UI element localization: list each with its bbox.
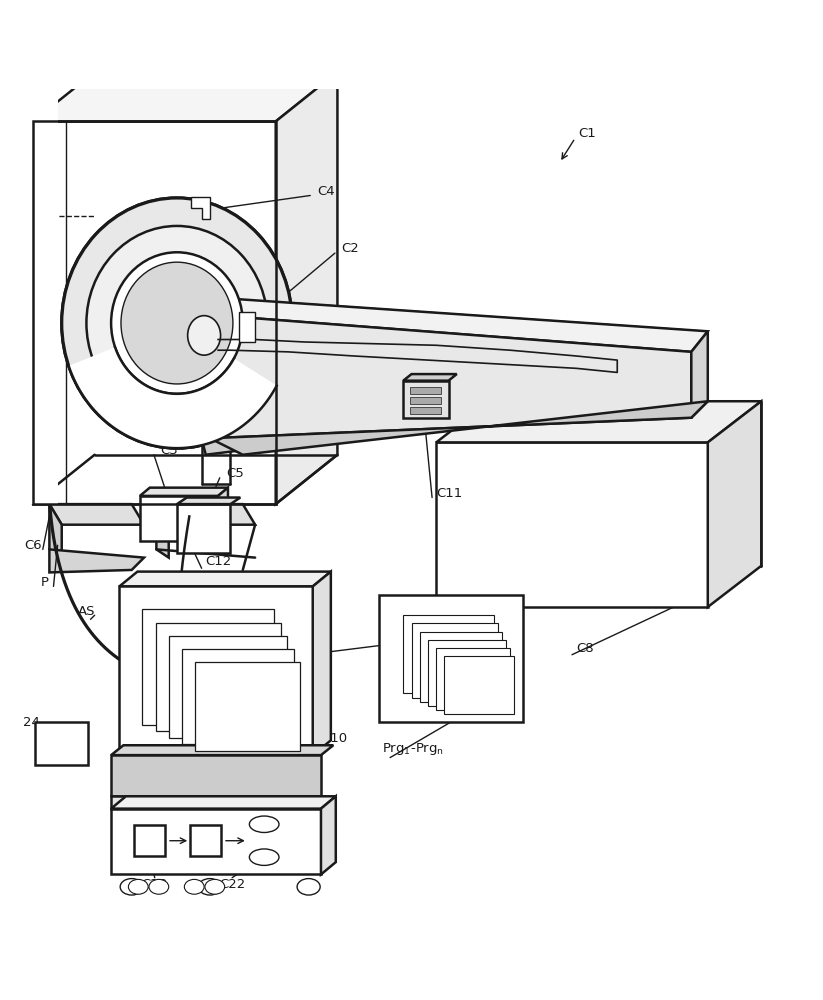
Polygon shape xyxy=(119,572,331,586)
Polygon shape xyxy=(33,72,337,121)
Polygon shape xyxy=(111,745,333,755)
Polygon shape xyxy=(276,72,337,504)
Polygon shape xyxy=(111,809,321,874)
Polygon shape xyxy=(403,381,449,418)
Ellipse shape xyxy=(62,198,292,448)
Text: 24: 24 xyxy=(23,716,40,729)
Polygon shape xyxy=(403,374,457,381)
Polygon shape xyxy=(111,755,321,796)
Ellipse shape xyxy=(149,879,169,894)
Polygon shape xyxy=(191,197,210,219)
Bar xyxy=(444,656,514,714)
Polygon shape xyxy=(140,488,228,496)
Bar xyxy=(134,825,165,856)
Ellipse shape xyxy=(198,879,221,895)
Text: C1: C1 xyxy=(579,127,597,140)
Text: C3: C3 xyxy=(160,444,179,457)
Polygon shape xyxy=(691,331,708,418)
Ellipse shape xyxy=(297,879,320,895)
Bar xyxy=(436,648,510,710)
Ellipse shape xyxy=(120,879,143,895)
Polygon shape xyxy=(68,347,277,448)
Ellipse shape xyxy=(249,849,279,865)
Polygon shape xyxy=(218,488,228,541)
Ellipse shape xyxy=(111,252,243,394)
Bar xyxy=(239,312,255,342)
Ellipse shape xyxy=(205,879,225,894)
Text: C5: C5 xyxy=(226,467,244,480)
Bar xyxy=(379,595,523,722)
Bar xyxy=(410,387,441,394)
Polygon shape xyxy=(436,401,761,442)
Polygon shape xyxy=(111,796,336,809)
Ellipse shape xyxy=(188,316,221,355)
Polygon shape xyxy=(156,504,169,558)
Polygon shape xyxy=(321,796,336,874)
Ellipse shape xyxy=(62,198,292,448)
Bar xyxy=(403,615,494,693)
Text: C21: C21 xyxy=(181,864,207,877)
Polygon shape xyxy=(708,401,761,607)
Polygon shape xyxy=(210,298,708,352)
Text: C8: C8 xyxy=(576,642,593,655)
Ellipse shape xyxy=(121,262,233,384)
Bar xyxy=(412,623,498,698)
Text: C22: C22 xyxy=(219,878,245,891)
Text: C23: C23 xyxy=(142,878,168,891)
Polygon shape xyxy=(140,496,218,541)
Bar xyxy=(410,407,441,414)
Bar xyxy=(156,623,281,731)
Text: AS: AS xyxy=(78,605,95,618)
Bar xyxy=(410,397,441,404)
Text: C9: C9 xyxy=(658,399,676,412)
Polygon shape xyxy=(210,315,691,438)
Bar xyxy=(169,636,287,738)
Bar xyxy=(420,632,502,702)
Ellipse shape xyxy=(86,226,267,420)
Bar xyxy=(428,640,506,706)
Text: C6: C6 xyxy=(25,539,42,552)
Polygon shape xyxy=(202,438,239,455)
Polygon shape xyxy=(119,586,313,755)
Bar xyxy=(195,662,300,751)
Polygon shape xyxy=(177,498,240,504)
Bar xyxy=(182,649,294,744)
Polygon shape xyxy=(313,572,331,755)
Bar xyxy=(35,722,88,765)
Text: C4: C4 xyxy=(317,185,334,198)
Bar xyxy=(190,825,221,856)
Text: C10: C10 xyxy=(321,732,347,745)
Text: P: P xyxy=(146,834,153,847)
Polygon shape xyxy=(49,504,144,525)
Polygon shape xyxy=(210,401,708,455)
Text: C12: C12 xyxy=(206,555,232,568)
Polygon shape xyxy=(156,504,255,525)
Text: P: P xyxy=(41,576,49,589)
Polygon shape xyxy=(436,442,708,607)
Text: C2: C2 xyxy=(342,242,360,255)
Text: $\mathrm{Prg_1}$-$\mathrm{Prg_n}$: $\mathrm{Prg_1}$-$\mathrm{Prg_n}$ xyxy=(382,741,444,757)
Polygon shape xyxy=(111,796,321,809)
Ellipse shape xyxy=(128,879,148,894)
Ellipse shape xyxy=(249,816,279,832)
Ellipse shape xyxy=(184,879,204,894)
Polygon shape xyxy=(49,504,62,558)
Bar xyxy=(142,609,274,725)
Polygon shape xyxy=(33,121,276,504)
Polygon shape xyxy=(49,549,144,572)
Text: f: f xyxy=(203,834,208,847)
Polygon shape xyxy=(177,504,230,553)
Bar xyxy=(0,39,58,504)
Text: C11: C11 xyxy=(436,487,463,500)
